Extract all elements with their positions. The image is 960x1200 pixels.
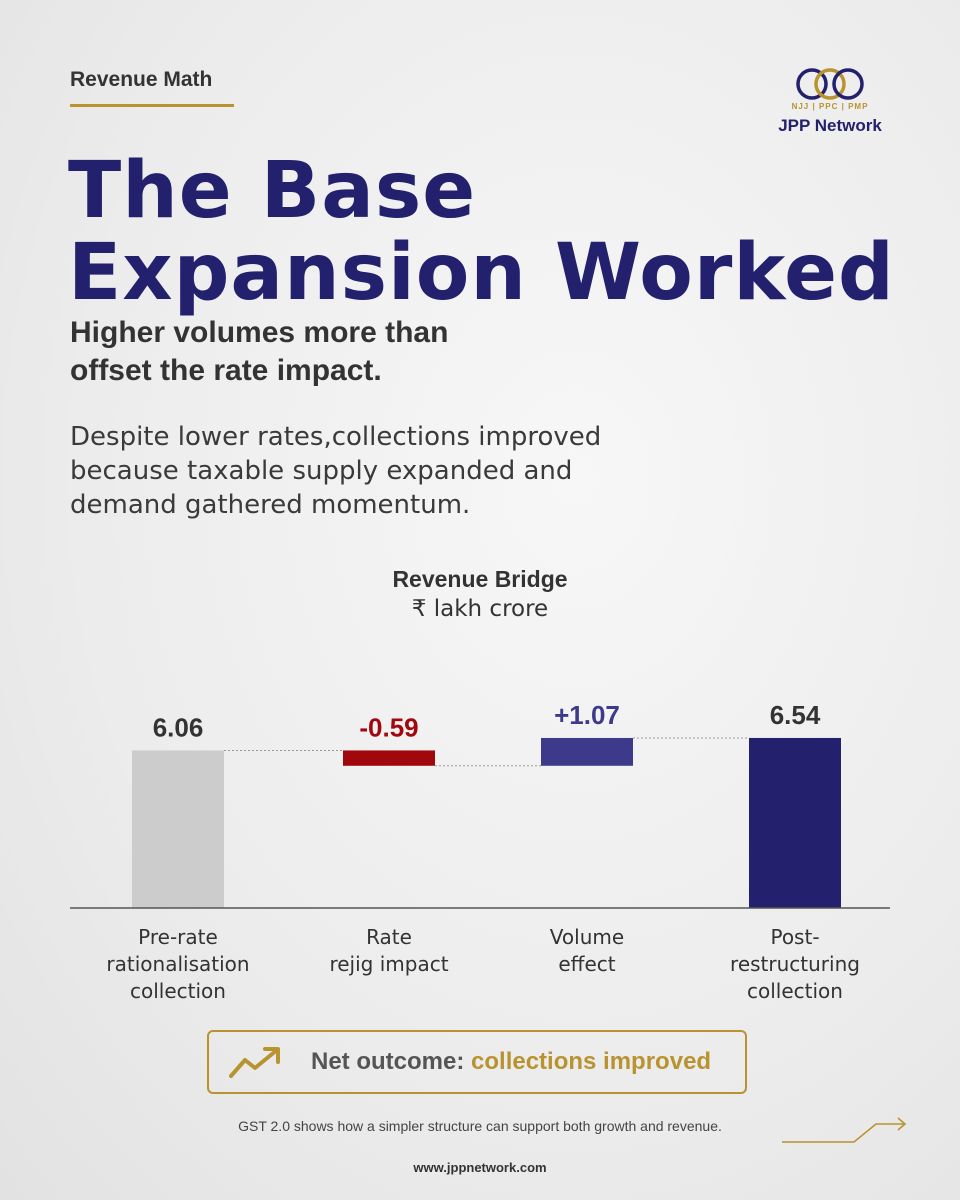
net-outcome-highlight: collections improved — [471, 1048, 712, 1075]
arrow-right-icon — [782, 1117, 907, 1143]
data-label-3: +1.07 — [554, 700, 620, 730]
subhead-line-1: Higher volumes more than — [70, 316, 449, 349]
bar-2 — [343, 750, 435, 766]
revenue-bridge-chart: 6.06 -0.59 +1.07 6.54 — [70, 700, 890, 909]
subheadline: Higher volumes more than offset the rate… — [70, 314, 770, 390]
category-label-4: Post-restructuring collection — [730, 925, 860, 1003]
footnote: GST 2.0 shows how a simpler structure ca… — [238, 1118, 722, 1134]
category-label-2: Rate rejig impact — [329, 925, 449, 976]
brand-logo: NJJ | PPC | PMP JPP Network — [760, 66, 900, 138]
body-line-1: Despite lower rates,collections improved — [70, 422, 602, 452]
bar-3 — [541, 737, 633, 766]
body-paragraph: Despite lower rates,collections improved… — [70, 420, 850, 522]
section-rule — [70, 104, 234, 107]
section-tag: Revenue Math — [70, 68, 213, 91]
website-url: www.jppnetwork.com — [413, 1160, 547, 1175]
bar-4 — [749, 737, 841, 908]
bar-1 — [132, 750, 224, 908]
body-line-2: because taxable supply expanded and — [70, 456, 573, 486]
data-label-1: 6.06 — [153, 712, 204, 742]
category-label-3: Volume effect — [549, 925, 625, 976]
body-line-3: demand gathered momentum. — [70, 490, 471, 520]
jpp-logo-icon — [796, 68, 864, 100]
page-title: The Base Expansion Worked — [68, 150, 908, 314]
net-outcome-prefix: Net outcome: — [311, 1048, 472, 1075]
logo-name: JPP Network — [778, 116, 882, 135]
data-label-4: 6.54 — [770, 700, 821, 730]
chart-unit: ₹ lakh crore — [411, 596, 549, 622]
chart-title: Revenue Bridge — [392, 566, 568, 592]
title-line-1: The Base — [68, 146, 477, 236]
data-label-2: -0.59 — [359, 712, 418, 742]
category-label-1: Pre-rate rationalisation collection — [106, 925, 250, 1003]
net-outcome-box: Net outcome: collections improved — [207, 1030, 747, 1094]
logo-subtext: NJJ | PPC | PMP — [791, 102, 869, 111]
subhead-line-2: offset the rate impact. — [70, 354, 382, 387]
trend-up-icon — [229, 1047, 280, 1078]
net-outcome-text: Net outcome: collections improved — [311, 1048, 711, 1076]
title-line-2: Expansion Worked — [68, 228, 895, 318]
